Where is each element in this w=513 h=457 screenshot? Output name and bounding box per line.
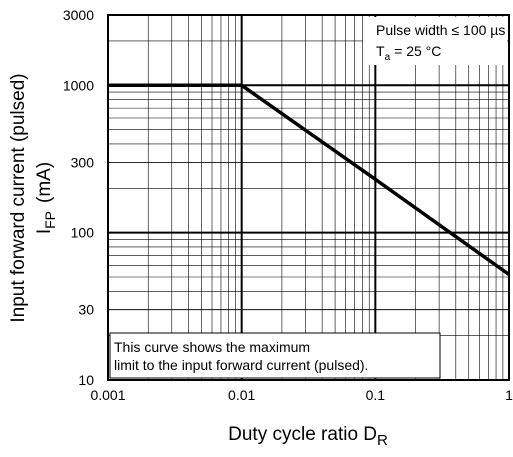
x-tick-label: 0.001 — [90, 387, 125, 403]
text: (mA) — [34, 162, 55, 203]
note: limit to the input forward current (puls… — [114, 357, 368, 373]
text: FP — [42, 211, 58, 229]
y-tick-label: 30 — [78, 302, 94, 318]
text: Duty cycle ratio D — [228, 424, 377, 445]
y-tick-label: 100 — [71, 225, 95, 241]
x-tick-label: 0.01 — [228, 387, 255, 403]
note: This curve shows the maximum — [114, 339, 310, 355]
x-axis-label: Duty cycle ratio DR — [228, 424, 388, 449]
text: I — [34, 229, 55, 234]
plot-frame — [107, 14, 510, 381]
text: a — [385, 52, 391, 63]
y-axis-label: Input forward current (pulsed) — [8, 73, 29, 322]
annotation: Pulse width ≤ 100 µs — [376, 22, 505, 38]
text: = 25 °C — [394, 43, 441, 59]
annotation-box — [363, 17, 507, 65]
x-tick-label: 1 — [505, 387, 513, 403]
line-series — [108, 83, 511, 276]
annotation: Ta = 25 °C — [376, 43, 441, 63]
y-tick-label: 1000 — [63, 77, 94, 93]
y-tick-label: 300 — [71, 154, 95, 170]
text: T — [376, 43, 385, 59]
text: R — [377, 432, 388, 449]
y-axis-label: IFP (mA) — [34, 162, 58, 234]
x-tick-label: 0.1 — [366, 387, 386, 403]
y-tick-label: 10 — [78, 372, 94, 388]
note-box — [109, 332, 441, 379]
y-tick-label: 3000 — [63, 7, 94, 23]
grid — [107, 14, 510, 381]
